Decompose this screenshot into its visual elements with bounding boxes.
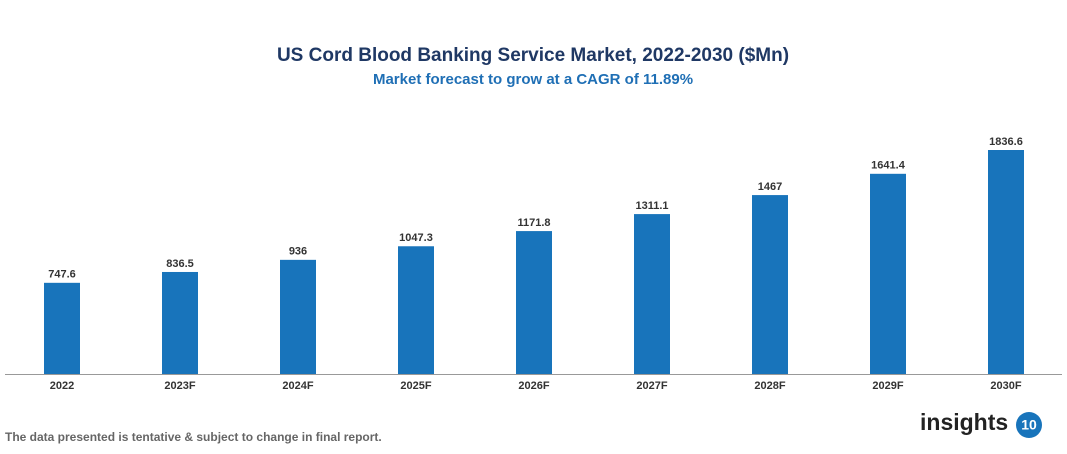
value-label: 1047.3 — [399, 232, 433, 244]
x-tick-label: 2022 — [50, 380, 74, 392]
value-label: 936 — [289, 246, 307, 258]
x-tick-label: 2028F — [754, 380, 785, 392]
x-tick-label: 2027F — [636, 380, 667, 392]
x-tick-label: 2029F — [872, 380, 903, 392]
value-label: 836.5 — [166, 258, 194, 270]
value-label: 1171.8 — [517, 217, 550, 229]
x-tick-label: 2026F — [518, 380, 549, 392]
bar — [398, 246, 434, 374]
chart-title: US Cord Blood Banking Service Market, 20… — [277, 45, 789, 66]
logo-badge — [1016, 412, 1042, 438]
bar — [988, 150, 1024, 374]
bar — [516, 231, 552, 374]
value-label: 747.6 — [48, 269, 76, 281]
logo-text: insights — [920, 409, 1008, 435]
bar — [44, 282, 80, 374]
chart-subtitle: Market forecast to grow at a CAGR of 11.… — [373, 71, 693, 88]
value-label: 1311.1 — [635, 200, 668, 212]
x-tick-label: 2023F — [164, 380, 195, 392]
x-tick-label: 2024F — [282, 380, 313, 392]
bar — [752, 195, 788, 374]
value-label: 1467 — [758, 181, 782, 193]
value-label: 1641.4 — [871, 160, 906, 172]
x-tick-label: 2030F — [990, 380, 1021, 392]
bar — [634, 214, 670, 374]
x-tick-label: 2025F — [400, 380, 431, 392]
bar — [870, 173, 906, 374]
value-label: 1836.6 — [989, 136, 1023, 148]
logo-badge-text: 10 — [1021, 417, 1037, 433]
bar — [162, 271, 198, 374]
footer-note: The data presented is tentative & subjec… — [5, 430, 382, 444]
bar — [280, 259, 316, 374]
